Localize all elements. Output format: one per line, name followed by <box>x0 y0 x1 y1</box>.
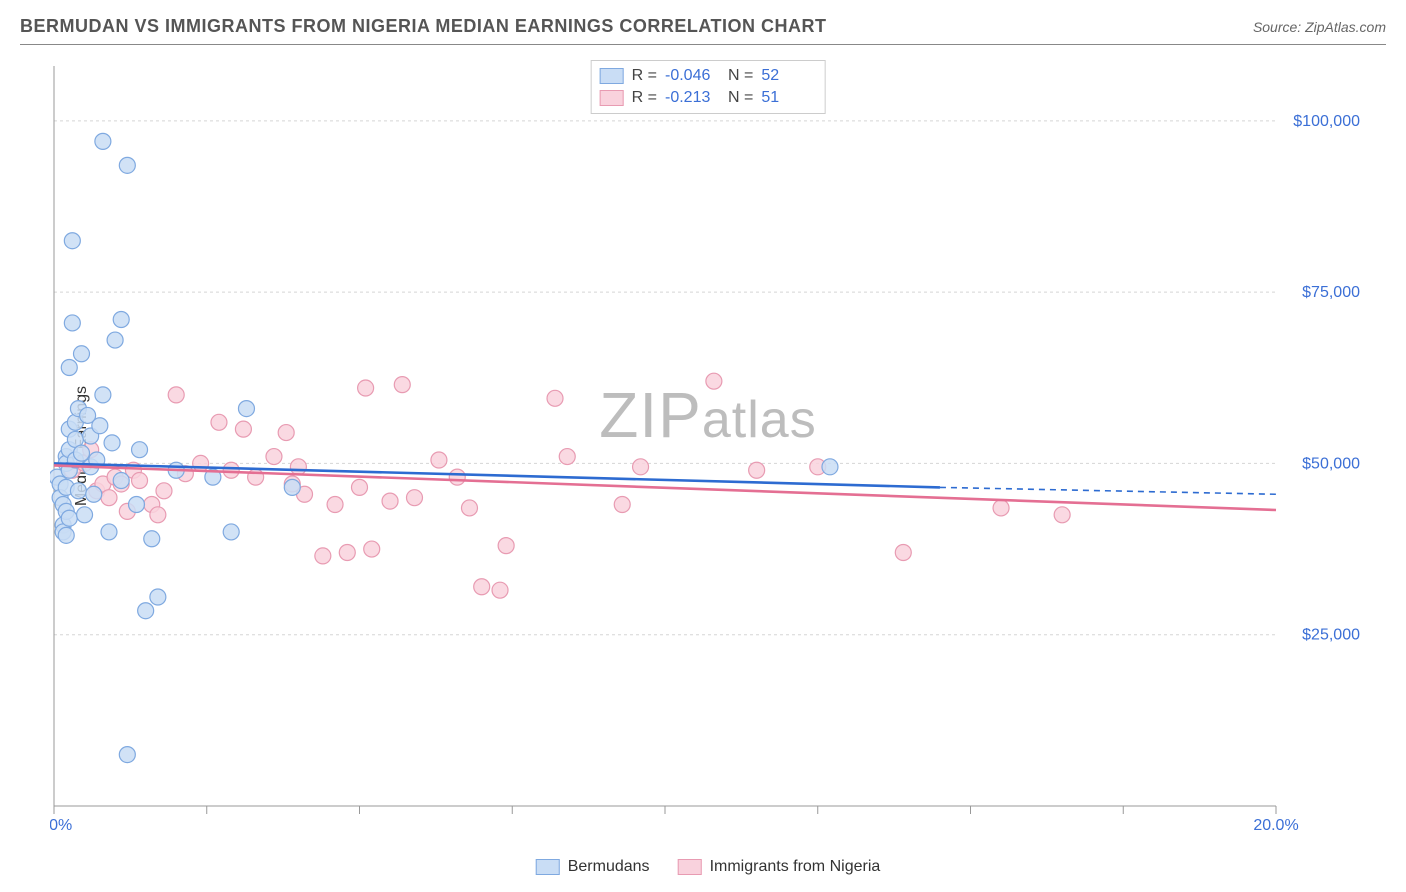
series-legend: Bermudans Immigrants from Nigeria <box>536 858 881 876</box>
series-legend-bermudans: Bermudans <box>536 858 650 876</box>
svg-text:$100,000: $100,000 <box>1293 113 1360 130</box>
source-prefix: Source: <box>1253 19 1305 35</box>
series-label-bermudans: Bermudans <box>568 858 650 876</box>
scatter-plot-svg: $25,000 $50,000 $75,000 $100,000 0.0% 20.0% <box>50 60 1366 832</box>
source-label: Source: ZipAtlas.com <box>1253 19 1386 35</box>
series-label-nigeria: Immigrants from Nigeria <box>710 858 881 876</box>
title-divider <box>20 44 1386 45</box>
svg-text:$75,000: $75,000 <box>1302 284 1360 301</box>
n-value-bermudans: 52 <box>761 65 816 87</box>
source-name: ZipAtlas.com <box>1305 19 1386 35</box>
swatch-bermudans-icon <box>600 68 624 84</box>
series-legend-nigeria: Immigrants from Nigeria <box>678 858 881 876</box>
swatch-bermudans-icon <box>536 859 560 875</box>
svg-text:$50,000: $50,000 <box>1302 455 1360 472</box>
correlation-legend-row-nigeria: R = -0.213 N = 51 <box>600 87 817 109</box>
svg-text:0.0%: 0.0% <box>50 817 72 832</box>
n-label: N = <box>728 65 753 87</box>
r-label: R = <box>632 87 657 109</box>
r-value-bermudans: -0.046 <box>665 65 720 87</box>
swatch-nigeria-icon <box>678 859 702 875</box>
n-label: N = <box>728 87 753 109</box>
r-value-nigeria: -0.213 <box>665 87 720 109</box>
r-label: R = <box>632 65 657 87</box>
svg-text:$25,000: $25,000 <box>1302 627 1360 644</box>
svg-text:20.0%: 20.0% <box>1253 817 1298 832</box>
correlation-legend: R = -0.046 N = 52 R = -0.213 N = 51 <box>591 60 826 114</box>
correlation-legend-row-bermudans: R = -0.046 N = 52 <box>600 65 817 87</box>
swatch-nigeria-icon <box>600 90 624 106</box>
plot-area: Median Earnings $25,000$50,000$75,000$10… <box>50 60 1366 832</box>
n-value-nigeria: 51 <box>761 87 816 109</box>
chart-title: BERMUDAN VS IMMIGRANTS FROM NIGERIA MEDI… <box>20 16 827 37</box>
